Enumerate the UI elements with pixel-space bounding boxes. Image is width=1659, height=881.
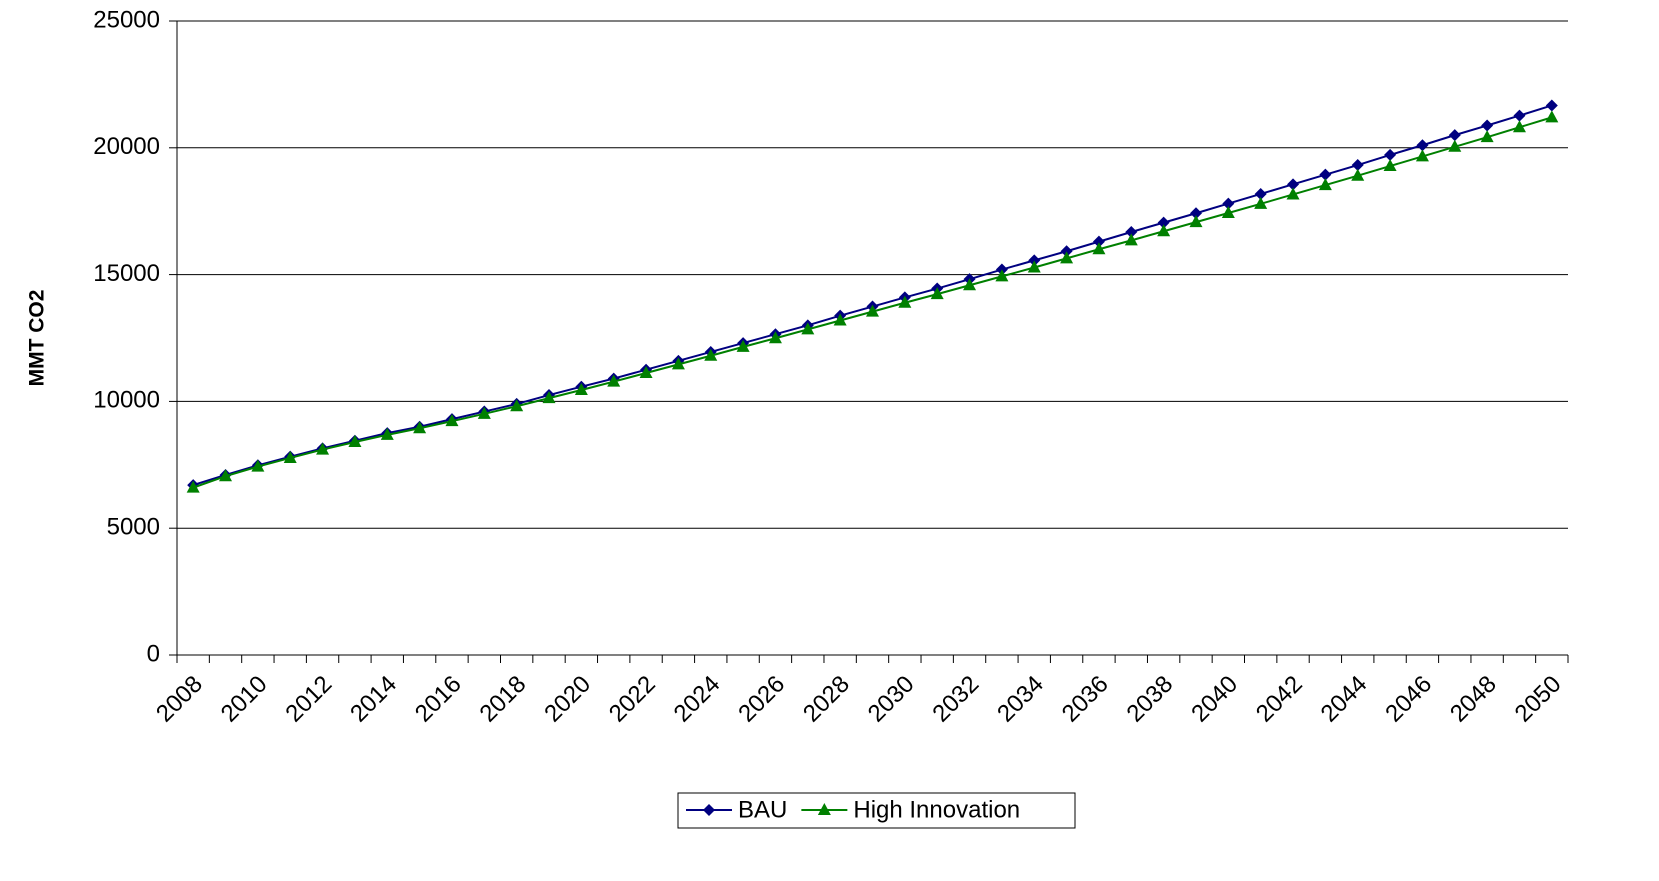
data-point xyxy=(607,374,621,387)
data-point xyxy=(801,322,815,335)
data-point xyxy=(1287,178,1300,191)
data-point xyxy=(1092,242,1106,255)
data-point xyxy=(186,480,200,493)
data-point xyxy=(510,399,524,412)
data-point xyxy=(1060,245,1073,258)
data-point xyxy=(1221,205,1235,218)
data-point xyxy=(1027,260,1041,273)
data-point xyxy=(1157,224,1171,237)
data-point xyxy=(1384,148,1397,161)
data-point xyxy=(1124,233,1138,246)
data-point xyxy=(380,427,394,440)
data-point xyxy=(1351,159,1364,172)
y-tick-label: 20000 xyxy=(93,133,160,160)
legend xyxy=(677,792,1076,829)
data-point xyxy=(283,450,297,463)
y-tick-label: 15000 xyxy=(93,260,160,287)
data-point xyxy=(1480,130,1494,143)
data-point xyxy=(930,287,944,300)
data-point xyxy=(1513,109,1526,122)
data-point xyxy=(1383,159,1397,172)
data-point xyxy=(639,365,653,378)
legend-label: High Innovation xyxy=(853,796,1020,823)
data-point xyxy=(316,442,330,455)
data-point xyxy=(251,459,265,472)
data-point xyxy=(1415,149,1429,162)
data-point xyxy=(1189,215,1203,228)
legend-marker xyxy=(703,804,715,816)
data-point xyxy=(1189,207,1202,220)
y-tick-label: 10000 xyxy=(93,387,160,414)
data-point xyxy=(833,313,847,326)
data-point xyxy=(1125,225,1138,238)
data-point xyxy=(1512,120,1526,133)
legend-label: BAU xyxy=(738,796,787,823)
data-point xyxy=(1157,216,1170,229)
data-point xyxy=(1222,197,1235,210)
data-point xyxy=(219,469,233,482)
data-point xyxy=(1545,99,1558,112)
data-point xyxy=(1254,187,1267,200)
data-point xyxy=(445,414,459,427)
data-point xyxy=(413,421,427,434)
data-point xyxy=(1286,187,1300,200)
data-point xyxy=(1416,139,1429,152)
data-point xyxy=(1545,110,1559,123)
data-point xyxy=(768,331,782,344)
y-tick-label: 5000 xyxy=(107,514,160,541)
data-point xyxy=(1448,139,1462,152)
data-point xyxy=(348,434,362,447)
data-point xyxy=(866,304,879,317)
data-point xyxy=(898,295,912,308)
y-tick-label: 0 xyxy=(147,640,160,667)
data-point xyxy=(736,339,750,352)
data-point xyxy=(542,391,556,404)
data-point xyxy=(574,382,588,395)
data-point xyxy=(1319,168,1332,181)
data-point xyxy=(704,348,718,361)
y-axis-title: MMT CO2 xyxy=(26,290,49,387)
legend-marker xyxy=(817,803,831,815)
data-point xyxy=(477,406,491,419)
data-point xyxy=(1318,178,1332,191)
data-point xyxy=(1060,251,1074,264)
data-point xyxy=(1028,254,1041,267)
data-point xyxy=(963,278,977,291)
data-point xyxy=(671,357,685,370)
data-point xyxy=(1481,119,1494,132)
data-point xyxy=(1448,129,1461,142)
data-point xyxy=(1092,235,1105,248)
data-point xyxy=(995,269,1009,282)
data-point xyxy=(1351,168,1365,181)
data-point xyxy=(1254,196,1268,209)
y-tick-label: 25000 xyxy=(93,6,160,33)
